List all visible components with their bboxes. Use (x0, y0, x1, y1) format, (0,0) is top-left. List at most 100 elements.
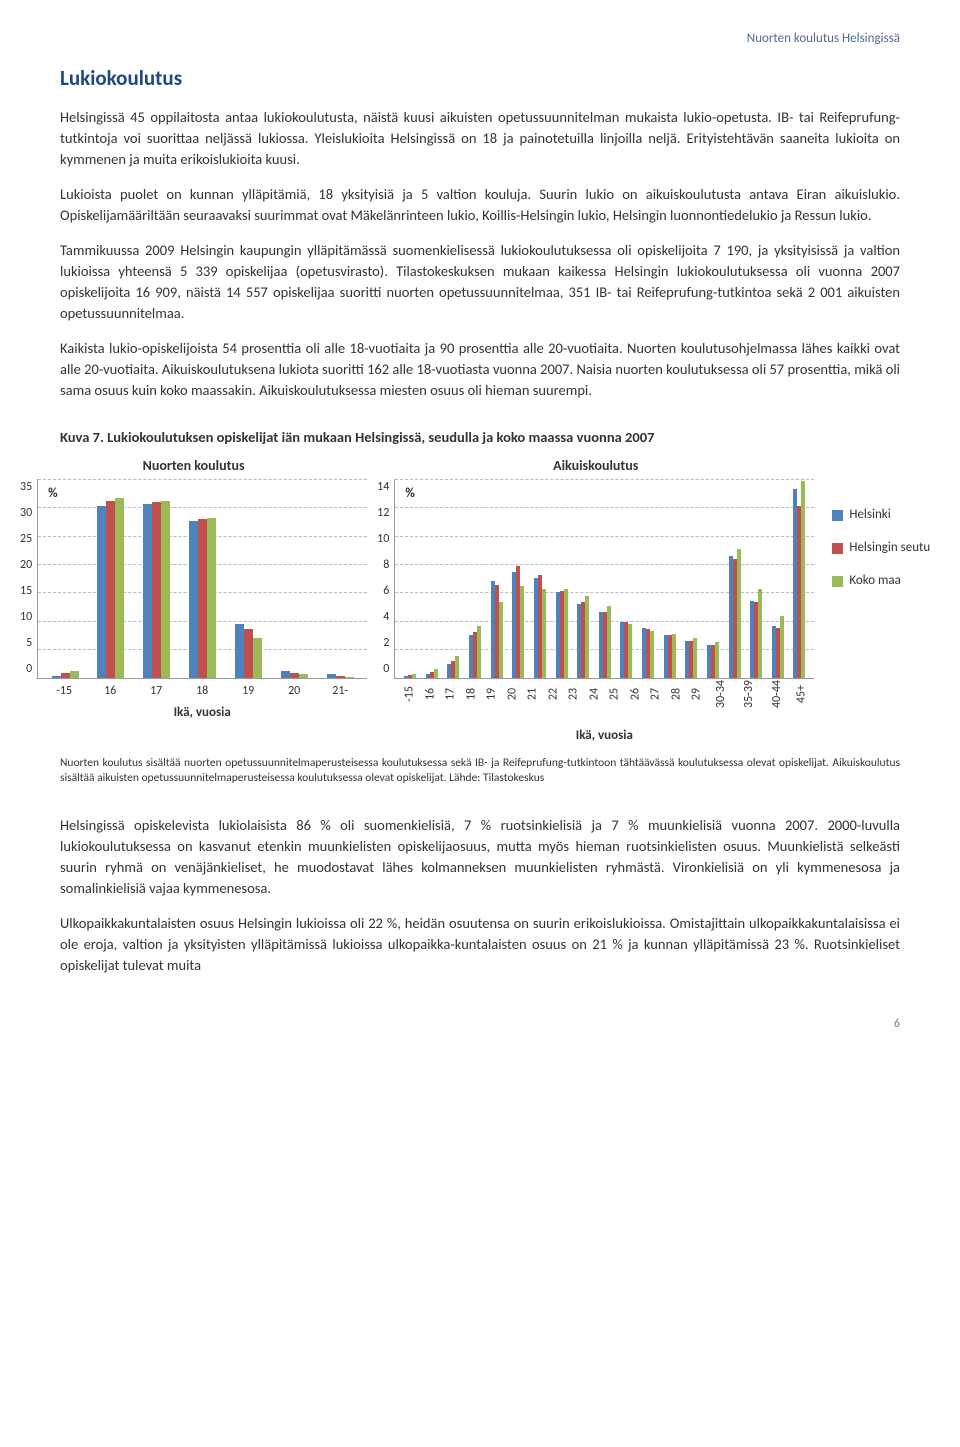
legend-label-seutu: Helsingin seutu (849, 539, 930, 558)
bar (564, 589, 568, 678)
bar (253, 638, 262, 678)
paragraph-3: Tammikuussa 2009 Helsingin kaupungin yll… (60, 240, 900, 324)
bar (412, 674, 416, 678)
legend-label-kokomaa: Koko maa (849, 572, 900, 591)
bar-group (572, 596, 594, 677)
bar-group (789, 481, 811, 678)
bar (198, 519, 207, 678)
bar-group (529, 575, 551, 678)
chart2-plot: % (394, 479, 814, 679)
x-tick: 45+ (785, 684, 815, 705)
chart2-x-axis: -15161718192021222324252627282930-3435-3… (394, 679, 814, 709)
bar (693, 638, 697, 678)
bar (299, 674, 308, 677)
bar (499, 602, 503, 678)
x-tick: -15 (41, 679, 87, 700)
bar (585, 596, 589, 677)
bar (97, 506, 106, 677)
figure-7-title: Kuva 7. Lukiokoulutuksen opiskelijat iän… (60, 427, 900, 448)
x-tick: 16 (87, 679, 133, 700)
bar (520, 586, 524, 677)
bar (290, 673, 299, 678)
bar-group (680, 638, 702, 678)
legend-helsinki: Helsinki (832, 506, 930, 525)
bar (235, 624, 244, 678)
bar (70, 671, 79, 678)
chart1-x-axis: -15161718192021- (37, 679, 367, 700)
bar (115, 498, 124, 678)
bar-group (486, 581, 508, 678)
figure-7-charts: Nuorten koulutus 35302520151050 % -15161… (20, 456, 940, 745)
legend-label-helsinki: Helsinki (849, 506, 890, 525)
bar-group (443, 656, 465, 677)
section-title: Lukiokoulutus (60, 63, 900, 93)
page-number: 6 (60, 1016, 900, 1033)
bar (281, 671, 290, 678)
bar-group (507, 566, 529, 677)
bar (161, 501, 170, 678)
page-header-note: Nuorten koulutus Helsingissä (60, 30, 900, 49)
bar-group (745, 589, 767, 678)
bar (61, 673, 70, 678)
bar-group (702, 642, 724, 678)
bar (715, 642, 719, 678)
x-tick: 18 (179, 679, 225, 700)
chart-legend: Helsinki Helsingin seutu Koko maa (824, 456, 930, 591)
bar (327, 674, 336, 677)
bar (152, 502, 161, 678)
legend-swatch-kokomaa (832, 576, 843, 587)
chart1-x-label: Ikä, vuosia (37, 704, 367, 723)
bar-group (551, 589, 573, 678)
bar (434, 669, 438, 678)
legend-swatch-helsinki (832, 510, 843, 521)
bar (607, 606, 611, 677)
bar (737, 549, 741, 678)
bar (345, 677, 354, 678)
paragraph-1: Helsingissä 45 oppilaitosta antaa lukiok… (60, 107, 900, 170)
x-tick: 19 (225, 679, 271, 700)
bar (455, 656, 459, 677)
bar-group (659, 634, 681, 678)
chart2-y-axis: 14121086420 (377, 479, 394, 679)
bar-group (88, 498, 134, 678)
legend-swatch-seutu (832, 543, 843, 554)
chart-nuorten-koulutus: Nuorten koulutus 35302520151050 % -15161… (20, 456, 367, 723)
bar (477, 626, 481, 677)
bar (244, 629, 253, 678)
bar-group (594, 606, 616, 677)
legend-seutu: Helsingin seutu (832, 539, 930, 558)
bar (650, 631, 654, 678)
chart1-y-axis: 35302520151050 (20, 479, 37, 679)
bar (801, 481, 805, 678)
bar (143, 504, 152, 678)
bar-group (317, 674, 363, 677)
bar-group (767, 616, 789, 677)
bar-group (180, 518, 226, 678)
bar (189, 521, 198, 678)
bar (628, 624, 632, 678)
bar-group (421, 669, 443, 678)
chart-aikuiskoulutus: Aikuiskoulutus 14121086420 % -1516171819… (377, 456, 814, 745)
chart1-title: Nuorten koulutus (20, 456, 367, 476)
paragraph-4: Kaikista lukio-opiskelijoista 54 prosent… (60, 338, 900, 401)
x-tick: 35-39 (733, 680, 763, 708)
paragraph-6: Ulkopaikkakuntalaisten osuus Helsingin l… (60, 913, 900, 976)
bar-group (464, 626, 486, 677)
bar-group (42, 671, 88, 678)
bar (542, 589, 546, 678)
legend-kokomaa: Koko maa (832, 572, 930, 591)
bar (780, 616, 784, 677)
bar (52, 676, 61, 678)
bar (758, 589, 762, 678)
x-tick: 17 (133, 679, 179, 700)
bar (106, 501, 115, 678)
x-tick: 20 (271, 679, 317, 700)
bar-group (637, 628, 659, 678)
chart2-x-label: Ikä, vuosia (394, 727, 814, 746)
bar (336, 676, 345, 678)
x-tick: 21- (317, 679, 363, 700)
bar-group (399, 674, 421, 678)
x-tick: 30-34 (705, 680, 735, 708)
bar-group (616, 622, 638, 678)
bar (672, 634, 676, 678)
